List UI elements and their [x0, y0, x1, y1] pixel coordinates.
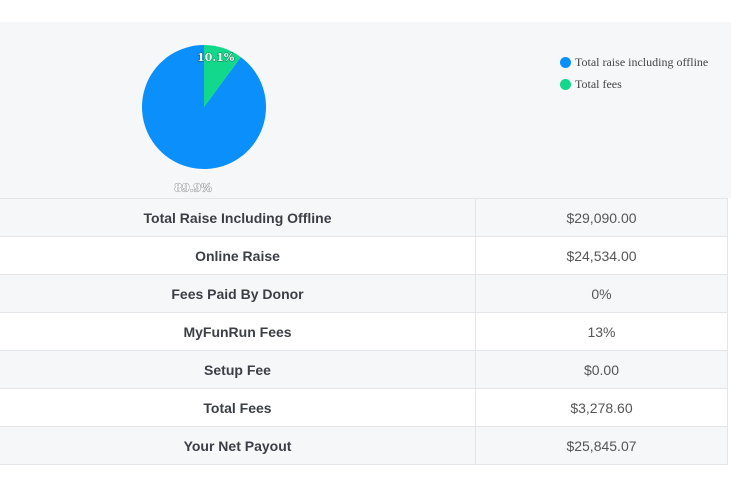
row-value: $3,278.60 [475, 388, 728, 427]
table-row: Total Raise Including Offline $29,090.00 [0, 198, 728, 237]
pie-slice-total-fees[interactable] [204, 45, 241, 107]
row-value: $24,534.00 [475, 236, 728, 275]
row-label: Total Raise Including Offline [0, 198, 476, 237]
table-row: Fees Paid By Donor 0% [0, 274, 728, 313]
table-row: Total Fees $3,278.60 [0, 388, 728, 427]
pie-chart-svg: 89.9% 10.1% [142, 45, 266, 195]
row-label: Your Net Payout [0, 426, 476, 465]
table-row: MyFunRun Fees 13% [0, 312, 728, 351]
row-value: 0% [475, 274, 728, 313]
legend-item-total-fees[interactable]: Total fees [560, 73, 708, 95]
legend-item-total-raise[interactable]: Total raise including offline [560, 51, 708, 73]
legend-label-total-fees: Total fees [575, 76, 622, 91]
row-value: $29,090.00 [475, 198, 728, 237]
legend-label-total-raise: Total raise including offline [575, 54, 709, 69]
row-value: 13% [475, 312, 728, 351]
row-label: Total Fees [0, 388, 476, 427]
legend-swatch-total-raise [560, 56, 571, 68]
row-label: Setup Fee [0, 350, 476, 389]
table-row: Setup Fee $0.00 [0, 350, 728, 389]
row-label: Fees Paid By Donor [0, 274, 476, 313]
chart-legend: Total raise including offline Total fees [560, 51, 708, 95]
row-label: Online Raise [0, 236, 476, 275]
table-row: Your Net Payout $25,845.07 [0, 426, 728, 465]
pie-chart: 89.9% 10.1% [141, 44, 267, 195]
chart-panel: 89.9% 10.1% Total raise including offline… [0, 22, 731, 198]
payout-summary-table: Total Raise Including Offline $29,090.00… [0, 198, 728, 465]
row-value: $25,845.07 [475, 426, 728, 465]
table-row: Online Raise $24,534.00 [0, 236, 728, 275]
legend-swatch-total-fees [560, 78, 571, 90]
row-value: $0.00 [475, 350, 728, 389]
pie-label-total-raise: 89.9% [174, 182, 212, 195]
row-label: MyFunRun Fees [0, 312, 476, 351]
pie-label-total-fees: 10.1% [197, 51, 235, 64]
